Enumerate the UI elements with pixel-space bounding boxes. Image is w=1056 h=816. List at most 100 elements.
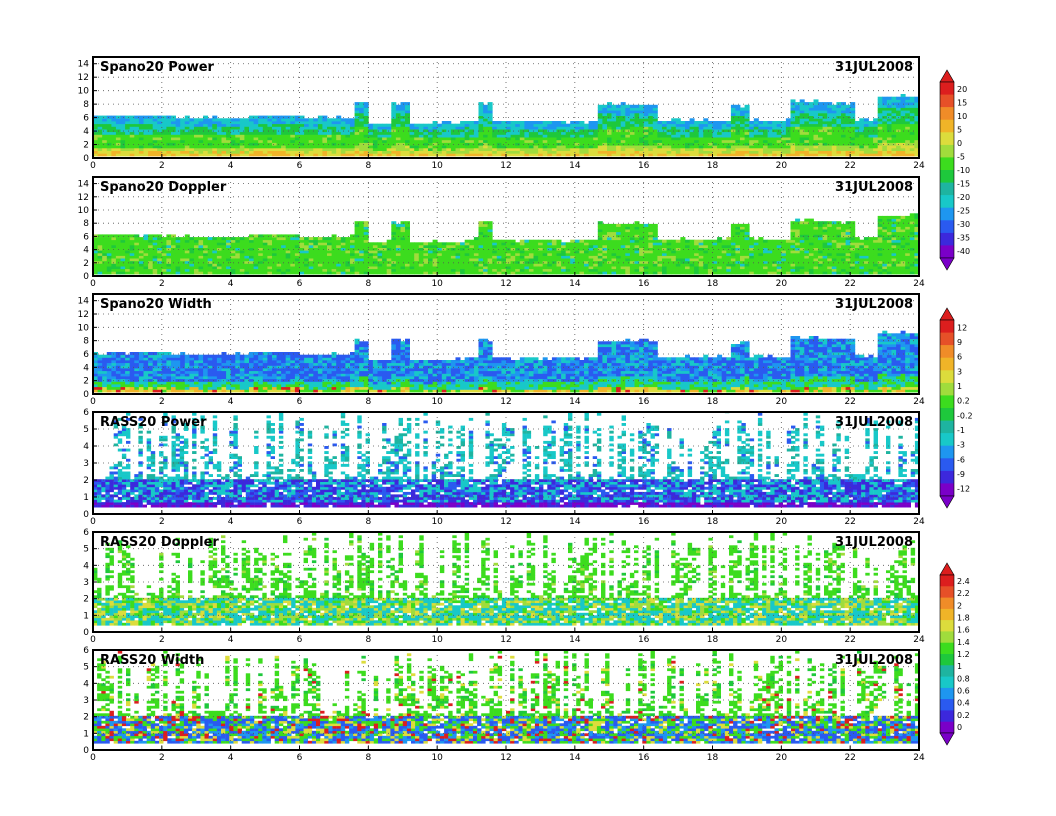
heatmap-cell (166, 258, 172, 262)
heatmap-cell (304, 153, 310, 157)
heatmap-cell (886, 121, 892, 125)
heatmap-cell (547, 147, 553, 151)
heatmap-cell (405, 147, 410, 151)
heatmap-cell (675, 121, 681, 125)
heatmap-cell (744, 139, 750, 143)
heatmap-cell (666, 150, 672, 154)
heatmap-cell (120, 263, 126, 267)
heatmap-cell (629, 263, 635, 267)
heatmap-cell (588, 239, 594, 243)
heatmap-cell (327, 142, 332, 146)
heatmap-cell (212, 153, 218, 157)
heatmap-cell (671, 121, 677, 125)
heatmap-cell (171, 250, 176, 254)
heatmap-cell (368, 268, 374, 272)
heatmap-cell (639, 242, 645, 246)
heatmap-cell (831, 134, 837, 138)
heatmap-cell (914, 134, 919, 138)
heatmap-cell (382, 123, 388, 127)
heatmap-cell (662, 123, 667, 127)
heatmap-cell (483, 239, 489, 243)
heatmap-cell (446, 252, 452, 256)
heatmap-cell (281, 245, 287, 248)
heatmap-cell (382, 137, 388, 141)
heatmap-cell (157, 234, 163, 238)
heatmap-cell (570, 139, 576, 143)
heatmap-cell (138, 126, 144, 130)
heatmap-cell (194, 266, 199, 270)
heatmap-cell (437, 129, 443, 133)
heatmap-cell (551, 134, 557, 138)
heatmap-cell (717, 258, 723, 262)
heatmap-cell (551, 268, 557, 272)
heatmap-cell (501, 258, 507, 262)
heatmap-cell (317, 252, 323, 256)
heatmap-cell (510, 242, 516, 246)
heatmap-cell (304, 137, 310, 141)
heatmap-cell (584, 266, 589, 270)
heatmap-cell (561, 260, 567, 264)
heatmap-cell (276, 266, 282, 270)
heatmap-cell (244, 266, 250, 270)
heatmap-cell (230, 139, 236, 143)
heatmap-cell (115, 237, 121, 241)
heatmap-cell (584, 242, 589, 246)
heatmap-cell (662, 263, 667, 267)
heatmap-cell (753, 137, 759, 141)
heatmap-cell (198, 126, 204, 130)
heatmap-cell (515, 247, 521, 251)
heatmap-cell (625, 145, 631, 149)
heatmap-cell (230, 150, 236, 154)
heatmap-cell (395, 242, 401, 246)
heatmap-cell (166, 123, 172, 127)
heatmap-cell (492, 131, 498, 135)
heatmap-cell (134, 147, 140, 151)
heatmap-cell (744, 150, 750, 154)
heatmap-cell (611, 104, 617, 108)
heatmap-cell (836, 137, 842, 141)
heatmap-cell (496, 131, 502, 135)
heatmap-cell (180, 252, 186, 256)
heatmap-cell (588, 129, 594, 133)
heatmap-cell (804, 142, 810, 146)
heatmap-cell (198, 134, 204, 138)
heatmap-cell (446, 147, 452, 151)
heatmap-cell (593, 239, 599, 243)
heatmap-cell (354, 237, 360, 241)
heatmap-cell (455, 137, 461, 141)
heatmap-cell (198, 263, 204, 267)
heatmap-cell (818, 112, 823, 116)
heatmap-cell (157, 258, 163, 262)
heatmap-cell (551, 247, 557, 251)
heatmap-cell (281, 271, 287, 275)
heatmap-cell (767, 142, 773, 146)
heatmap-cell (795, 137, 801, 141)
heatmap-cell (597, 134, 603, 138)
heatmap-cell (487, 129, 493, 133)
heatmap-cell (703, 150, 709, 154)
heatmap-cell (772, 129, 778, 133)
heatmap-cell (740, 126, 745, 130)
heatmap-cell (763, 134, 768, 138)
heatmap-cell (905, 121, 911, 125)
heatmap-cell (143, 255, 149, 259)
heatmap-cell (363, 121, 369, 125)
heatmap-cell (143, 237, 149, 241)
heatmap-cell (758, 245, 764, 248)
heatmap-cell (781, 126, 787, 130)
heatmap-cell (556, 239, 562, 243)
heatmap-cell (423, 150, 429, 154)
heatmap-cell (395, 231, 401, 235)
heatmap-cell (740, 115, 745, 119)
heatmap-cell (859, 118, 865, 122)
heatmap-cell (226, 247, 232, 251)
heatmap-cell (464, 123, 470, 127)
heatmap-cell (180, 139, 186, 143)
heatmap-cell (666, 271, 672, 275)
heatmap-cell (675, 242, 681, 246)
heatmap-cell (763, 147, 768, 151)
heatmap-cell (350, 271, 355, 275)
heatmap-cell (841, 126, 846, 130)
heatmap-cell (662, 239, 667, 243)
heatmap-cell (460, 247, 466, 251)
